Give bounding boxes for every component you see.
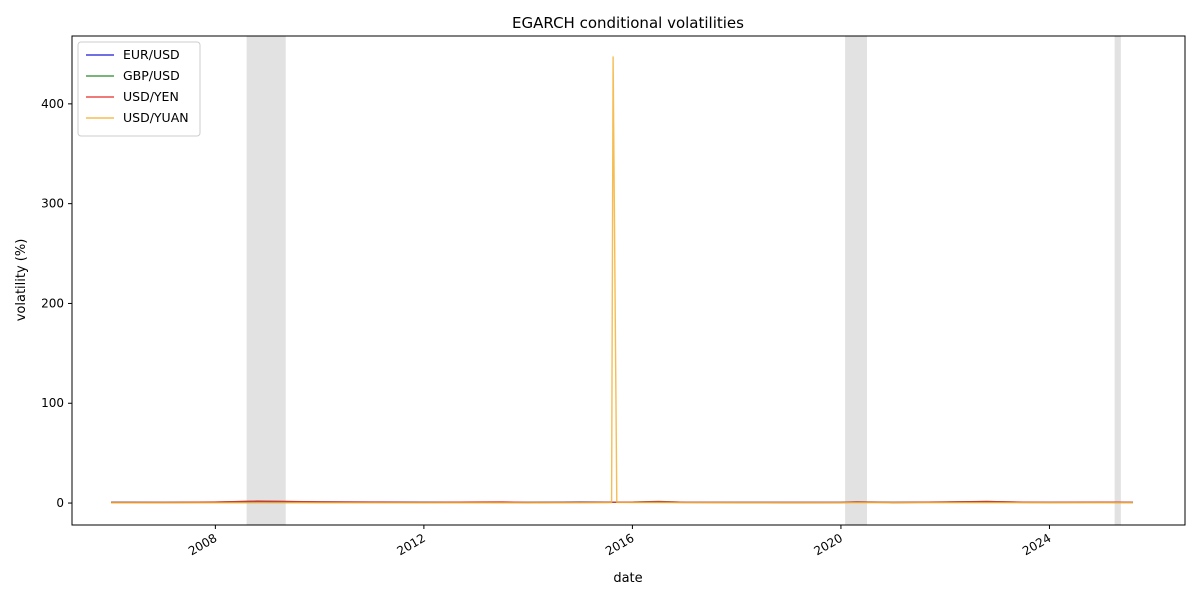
y-axis-label: volatility (%)	[14, 239, 29, 322]
legend: EUR/USD GBP/USD USD/YEN USD/YUAN	[77, 41, 201, 137]
shaded-period	[845, 36, 867, 525]
x-axis-label: date	[613, 571, 642, 586]
y-tick-label: 300	[41, 197, 64, 211]
chart-title: EGARCH conditional volatilities	[512, 14, 744, 32]
y-tick-label: 100	[41, 396, 64, 410]
y-tick-label: 400	[41, 97, 64, 111]
shaded-periods	[246, 36, 1121, 525]
shaded-period	[1114, 36, 1121, 525]
series-lines	[111, 56, 1133, 504]
y-tick-label: 0	[56, 496, 64, 510]
legend-label: USD/YUAN	[123, 110, 189, 125]
legend-box	[77, 41, 201, 137]
plot-frame	[71, 35, 1186, 526]
legend-label: GBP/USD	[123, 68, 180, 83]
series-line	[111, 56, 1133, 504]
y-axis: 0 100 200 300 400	[41, 97, 72, 510]
y-tick-label: 200	[41, 296, 64, 310]
shaded-period	[246, 36, 286, 525]
legend-label: EUR/USD	[123, 47, 180, 62]
legend-label: USD/YEN	[123, 89, 179, 104]
